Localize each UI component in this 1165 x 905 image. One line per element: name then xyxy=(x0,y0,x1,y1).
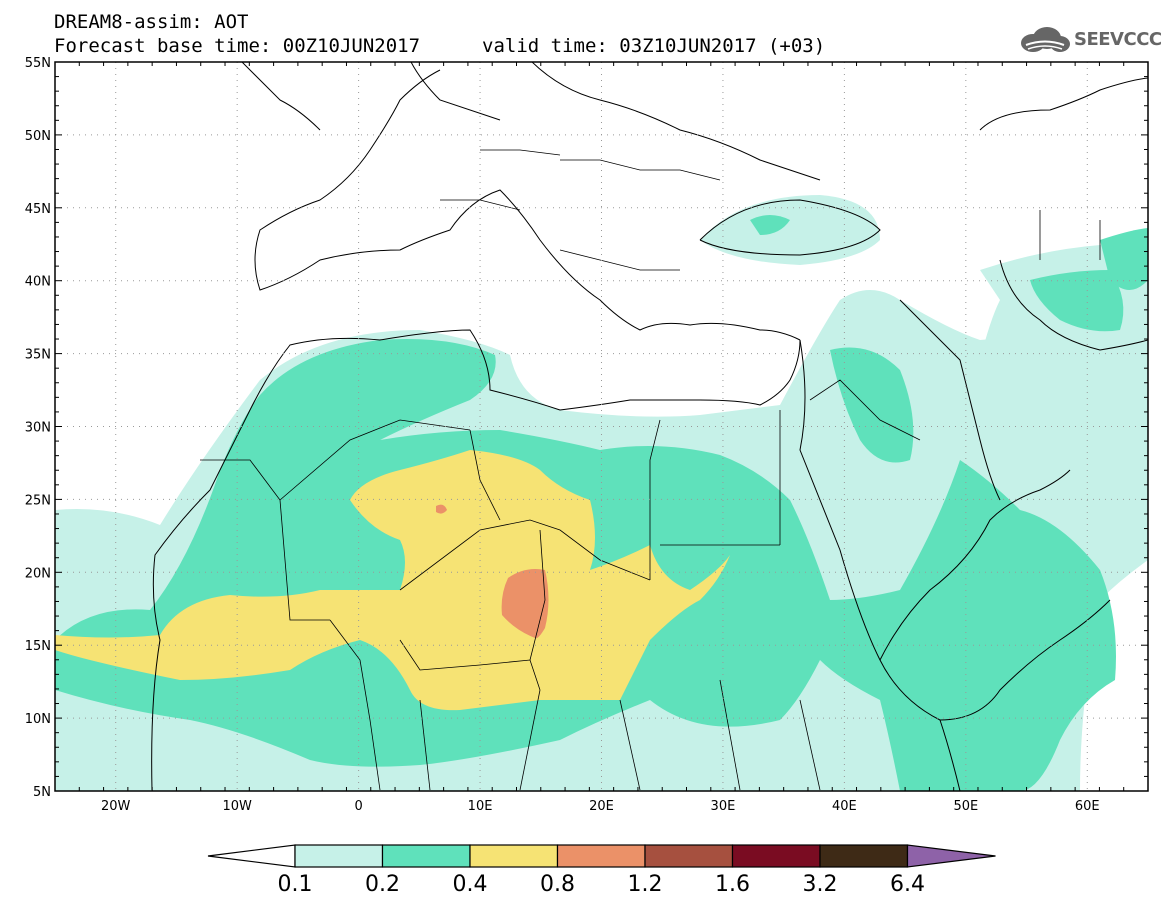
axis-ticks xyxy=(54,61,1149,792)
colorbar-arrow-left xyxy=(207,844,296,868)
colorbar-label: 0.8 xyxy=(540,872,575,897)
lon-label: 10E xyxy=(468,799,493,814)
lat-label: 30N xyxy=(25,421,51,436)
lat-label: 20N xyxy=(25,566,51,581)
seevccc-logo: SEEVCCC xyxy=(1018,26,1162,56)
coastlines xyxy=(151,62,1148,791)
colorbar-label: 3.2 xyxy=(803,872,838,897)
lon-label: 50E xyxy=(953,799,978,814)
map-grid xyxy=(55,62,1148,791)
colorbar-swatch xyxy=(556,844,646,868)
lon-label: 60E xyxy=(1075,799,1100,814)
colorbar-label: 6.4 xyxy=(890,872,925,897)
lat-label: 5N xyxy=(33,785,51,800)
lat-label: 40N xyxy=(25,275,51,290)
cloud-icon xyxy=(1021,27,1070,52)
lat-label: 35N xyxy=(25,348,51,363)
lat-labels: 55N 50N 45N 40N 35N 30N 25N 20N 15N 10N 5N xyxy=(25,56,51,800)
colorbar-swatch xyxy=(644,844,734,868)
colorbar-label: 0.4 xyxy=(453,872,488,897)
colorbar-swatch xyxy=(381,844,471,868)
colorbar-swatch xyxy=(469,844,559,868)
colorbar-label: 1.6 xyxy=(715,872,750,897)
lon-label: 30E xyxy=(711,799,736,814)
colorbar-swatch xyxy=(819,844,909,868)
lon-label: 20W xyxy=(101,799,131,814)
lat-label: 55N xyxy=(25,56,51,71)
lon-label: 40E xyxy=(832,799,857,814)
aot-contour-0.8 xyxy=(436,504,549,639)
lon-label: 20E xyxy=(589,799,614,814)
title-line-1: DREAM8-assim: AOT xyxy=(54,11,249,33)
lon-label: 10W xyxy=(222,799,252,814)
lon-label: 0 xyxy=(354,799,362,814)
lat-label: 10N xyxy=(25,712,51,727)
colorbar-swatch xyxy=(731,844,821,868)
colorbar-label: 0.2 xyxy=(365,872,400,897)
lat-label: 15N xyxy=(25,639,51,654)
lat-label: 25N xyxy=(25,493,51,508)
colorbar-label: 0.1 xyxy=(278,872,313,897)
colorbar-arrow-right xyxy=(906,844,996,868)
colorbar-labels: 0.1 0.2 0.4 0.8 1.2 1.6 3.2 6.4 xyxy=(278,872,926,897)
logo-text: SEEVCCC xyxy=(1074,29,1162,50)
colorbar-swatch xyxy=(294,844,384,868)
lat-label: 45N xyxy=(25,202,51,217)
country-borders xyxy=(200,149,1101,791)
valid-time: valid time: 03Z10JUN2017 (+03) xyxy=(482,35,826,57)
title-line-2: Forecast base time: 00Z10JUN2017 xyxy=(54,35,421,57)
colorbar xyxy=(207,844,996,868)
lon-labels: 20W 10W 0 10E 20E 30E 40E 50E 60E xyxy=(101,799,1100,814)
colorbar-label: 1.2 xyxy=(628,872,663,897)
lat-label: 50N xyxy=(25,129,51,144)
